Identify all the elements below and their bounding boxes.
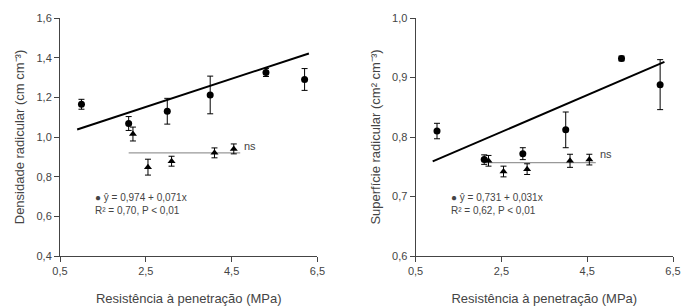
svg-text:0,8: 0,8 — [37, 171, 52, 183]
svg-text:0,5: 0,5 — [408, 265, 423, 277]
svg-text:Resistência à penetração (MPa): Resistência à penetração (MPa) — [96, 291, 282, 306]
svg-text:1,2: 1,2 — [37, 91, 52, 103]
svg-text:6,5: 6,5 — [310, 265, 325, 277]
svg-text:0,6: 0,6 — [392, 250, 407, 262]
svg-text:4,5: 4,5 — [580, 265, 595, 277]
svg-text:1,0: 1,0 — [37, 131, 52, 143]
svg-text:0,4: 0,4 — [37, 250, 52, 262]
svg-text:4,5: 4,5 — [224, 265, 239, 277]
svg-text:Resistência à penetração (MPa): Resistência à penetração (MPa) — [451, 291, 637, 306]
svg-text:2,5: 2,5 — [138, 265, 153, 277]
svg-text:2,5: 2,5 — [494, 265, 509, 277]
svg-text:0,8: 0,8 — [392, 131, 407, 143]
svg-text:1,6: 1,6 — [37, 12, 52, 24]
svg-text:1,4: 1,4 — [37, 52, 52, 64]
svg-text:0,7: 0,7 — [392, 190, 407, 202]
svg-text:ns: ns — [600, 148, 612, 160]
svg-text:Superfície radicular (cm² cm⁻³: Superfície radicular (cm² cm⁻³) — [368, 49, 383, 224]
svg-text:● ŷ = 0,731 + 0,031xR² = 0,62,: ● ŷ = 0,731 + 0,031xR² = 0,62, P < 0,01 — [451, 192, 543, 216]
svg-text:● ŷ = 0,974 + 0,071xR² = 0,70,: ● ŷ = 0,974 + 0,071xR² = 0,70, P < 0,01 — [95, 192, 187, 216]
svg-text:Densidade radicular (cm cm⁻³): Densidade radicular (cm cm⁻³) — [12, 50, 27, 225]
svg-text:ns: ns — [244, 140, 256, 152]
svg-text:1,0: 1,0 — [392, 12, 407, 24]
svg-text:0,6: 0,6 — [37, 210, 52, 222]
svg-text:0,9: 0,9 — [392, 71, 407, 83]
svg-text:0,5: 0,5 — [52, 265, 67, 277]
svg-text:6,5: 6,5 — [665, 265, 680, 277]
